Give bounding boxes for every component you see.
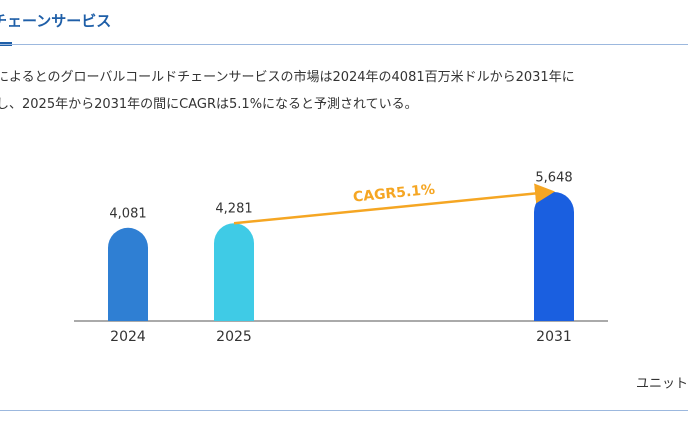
x-tick-label: 2025 xyxy=(216,329,252,345)
bar xyxy=(214,223,254,321)
x-tick-label: 2031 xyxy=(536,329,572,345)
value-label: 5,648 xyxy=(535,171,572,186)
x-tick-label: 2024 xyxy=(110,329,146,345)
description-line: によるとのグローバルコールドチェーンサービスの市場は2024年の4081百万米ド… xyxy=(0,70,575,85)
divider xyxy=(0,410,688,411)
bar xyxy=(534,192,574,321)
annotation: CAGR5.1% xyxy=(352,182,435,206)
bar xyxy=(108,227,148,321)
section-title: チェーンサービス xyxy=(0,12,112,30)
description-line: し、2025年から2031年の間にCAGRは5.1%になると予測されている。 xyxy=(0,97,418,112)
divider xyxy=(0,44,688,45)
value-label: 4,281 xyxy=(215,202,252,217)
cagr-arrow xyxy=(233,183,555,225)
description: によるとのグローバルコールドチェーンサービスの市場は2024年の4081百万米ド… xyxy=(0,64,575,118)
value-label: 4,081 xyxy=(109,206,146,221)
unit-label: ユニット xyxy=(636,377,688,392)
